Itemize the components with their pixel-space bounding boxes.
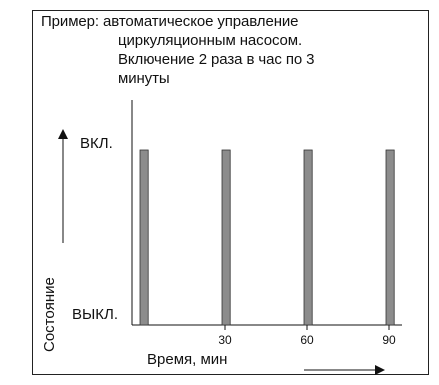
pulse-bar-2 — [303, 149, 313, 326]
pulse-bar-0 — [139, 149, 149, 326]
chart-title-line-1: Пример: автоматическое управление — [41, 13, 299, 30]
state-label-off: ВЫКЛ. — [72, 306, 118, 323]
pulse-bar-1 — [221, 149, 231, 326]
chart-title-line-3: Включение 2 раза в час по 3 — [118, 51, 315, 68]
state-label-on: ВКЛ. — [80, 135, 113, 152]
x-tick-label-1: 60 — [300, 333, 314, 347]
chart-title-line-2: циркуляционным насосом. — [118, 32, 303, 49]
x-axis-label: Время, мин — [147, 351, 227, 368]
x-tick-label-2: 90 — [382, 333, 396, 347]
pulse-bar-3 — [385, 149, 395, 326]
y-axis-label: Состояние — [41, 277, 58, 352]
x-tick-label-0: 30 — [218, 333, 232, 347]
chart-title-line-4: минуты — [118, 70, 170, 87]
